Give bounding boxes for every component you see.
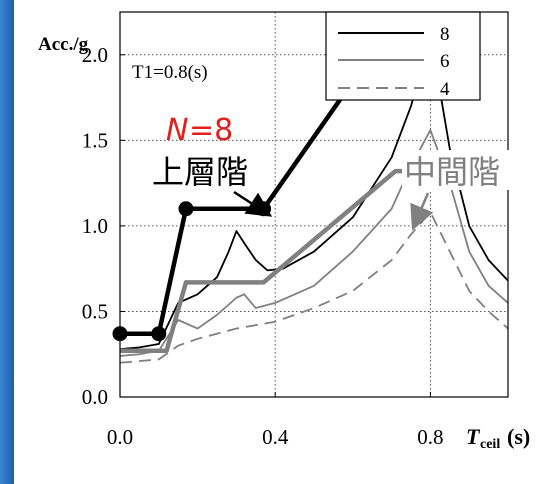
y-tick-label: 1.5 [82,128,108,152]
x-tick-label: 0.0 [107,425,133,449]
x-axis-label-main: T [466,424,481,449]
design-envelope-point [178,201,194,217]
story-count-value: =8 [189,113,233,148]
y-tick-label: 2.0 [82,43,108,67]
middle-floor-arrow [410,192,434,231]
y-axis-label: Acc./g [38,34,89,55]
y-tick-label: 1.0 [82,214,108,238]
period-note: T1=0.8(s) [132,62,208,83]
spectrum-chart: 0.00.51.01.52.02.50.00.40.8 Acc./g T1=0.… [38,11,532,452]
slide-side-stripe [0,0,14,484]
x-tick-label: 0.8 [417,425,443,449]
upper-floor-arrow [233,190,273,217]
story-count-annotation: N =8 [166,113,233,148]
axes [119,11,509,398]
x-tick-label: 0.4 [262,425,289,449]
legend-label-8: 8 [440,24,450,45]
middle-label-background [402,150,532,190]
tick-labels: 0.00.51.01.52.02.50.00.40.8 [82,43,444,449]
story-count-symbol: N [166,113,188,148]
upper-floor-label: 上層階 [152,153,248,191]
legend: 8 6 4 [325,11,481,101]
x-axis-label-unit: (s) [507,424,530,449]
y-tick-label: 0.5 [82,299,108,323]
legend-box [325,11,481,101]
plot-frame [119,11,509,398]
legend-label-4: 4 [440,79,450,100]
x-axis-label-sub: ceil [480,437,500,452]
y-tick-label: 0.0 [82,385,108,409]
x-axis-label: T ceil (s) [466,424,530,452]
design-envelope-point [151,326,167,342]
legend-label-6: 6 [440,51,450,72]
chart-panel: 0.00.51.01.52.02.50.00.40.8 Acc./g T1=0.… [14,0,544,484]
middle-floor-label: 中間階 [404,153,500,191]
upper-label-background [150,150,274,190]
